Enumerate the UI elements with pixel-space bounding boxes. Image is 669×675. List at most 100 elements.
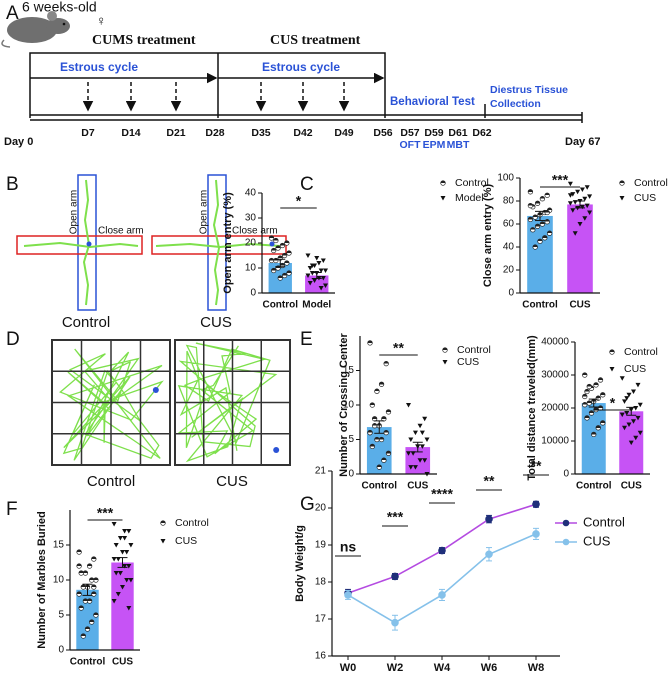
data-point <box>160 520 166 526</box>
timeline-frame <box>29 52 583 123</box>
data-point <box>320 276 326 281</box>
mouse-icon <box>1 11 70 48</box>
data-point <box>383 429 389 436</box>
data-point <box>530 227 536 233</box>
data-point <box>160 539 166 544</box>
data-point <box>544 219 550 225</box>
bar <box>111 562 134 650</box>
y-tick-label: 20 <box>315 503 327 514</box>
data-point <box>286 270 292 276</box>
data-point <box>591 431 597 438</box>
data-point <box>633 435 639 441</box>
x-tick-label: CUS <box>407 481 428 492</box>
data-point <box>544 209 550 216</box>
data-point <box>570 192 576 197</box>
y-tick-label: 100 <box>497 173 514 184</box>
data-point <box>635 415 641 421</box>
data-point <box>76 563 82 569</box>
y-tick-label: 20000 <box>541 403 569 414</box>
y-tick-label: 30 <box>245 213 257 224</box>
data-point <box>281 272 288 279</box>
data-point <box>410 451 416 456</box>
day-label: D61 <box>448 127 467 139</box>
legend-label: CUS <box>457 356 479 368</box>
day-label: D56 <box>373 127 392 139</box>
data-point <box>440 196 446 201</box>
data-point <box>586 400 592 406</box>
data-point <box>442 360 448 365</box>
test-label: MBT <box>447 139 470 151</box>
data-point <box>126 529 132 534</box>
y-tick-label: 10 <box>245 263 257 274</box>
bar <box>305 275 329 293</box>
data-point <box>406 403 412 408</box>
data-point <box>582 402 588 408</box>
data-point <box>635 382 641 388</box>
significance: ** <box>531 458 542 474</box>
data-point <box>91 584 97 590</box>
data-point <box>126 564 132 569</box>
start-label: Day 0 <box>4 136 33 148</box>
bar <box>76 589 99 650</box>
data-point <box>408 465 414 470</box>
data-point <box>588 410 595 416</box>
data-point <box>527 189 534 195</box>
day-label: D57 <box>400 127 419 139</box>
data-point <box>128 578 134 583</box>
legend-label: CUS <box>624 363 646 375</box>
y-tick-label: 40 <box>245 188 257 199</box>
data-point <box>619 196 625 201</box>
test-label: OFT <box>400 139 422 151</box>
group-label: Control <box>62 314 110 331</box>
data-point <box>406 451 412 456</box>
x-tick-label: Control <box>70 657 106 668</box>
data-point <box>323 283 329 288</box>
significance: *** <box>552 172 569 188</box>
data-point <box>534 223 541 229</box>
panel-label: B <box>6 174 19 195</box>
panel-label: F <box>6 499 18 520</box>
data-point <box>78 570 84 576</box>
data-point <box>587 210 593 215</box>
data-point <box>417 458 423 463</box>
data-point <box>609 367 615 372</box>
data-point <box>284 260 290 266</box>
y-tick-label: 0 <box>563 469 569 480</box>
data-point <box>579 204 585 210</box>
phase-label: CUMS treatment <box>92 33 196 48</box>
data-point <box>89 619 95 625</box>
data-point <box>277 275 283 281</box>
data-point <box>584 203 590 209</box>
data-point <box>532 214 538 220</box>
bar <box>567 204 593 293</box>
data-point <box>281 252 288 259</box>
legend-label: Control <box>583 514 625 529</box>
y-tick-label: 10000 <box>541 436 569 447</box>
data-point <box>117 536 123 541</box>
x-tick-label: CUS <box>569 300 590 311</box>
cycle-label: Estrous cycle <box>60 60 138 74</box>
y-tick-label: 0 <box>348 469 354 480</box>
y-tick-label: 15 <box>343 365 355 376</box>
data-point <box>419 430 425 436</box>
data-point <box>633 406 639 411</box>
data-point <box>628 440 634 446</box>
data-point <box>539 196 546 202</box>
data-point <box>376 464 382 470</box>
data-point <box>286 250 292 256</box>
data-point <box>86 563 93 569</box>
data-point <box>378 381 385 387</box>
y-tick-label: 20 <box>245 238 257 249</box>
significance: ** <box>484 473 495 489</box>
data-point <box>279 242 286 249</box>
legend-label: Control <box>455 177 489 189</box>
data-point <box>381 457 387 463</box>
data-point <box>570 208 576 213</box>
y-tick-label: 15 <box>53 540 65 551</box>
data-point <box>91 556 97 562</box>
data-point <box>369 443 375 450</box>
data-point <box>539 221 546 227</box>
data-point <box>320 258 326 263</box>
data-point <box>595 425 601 431</box>
